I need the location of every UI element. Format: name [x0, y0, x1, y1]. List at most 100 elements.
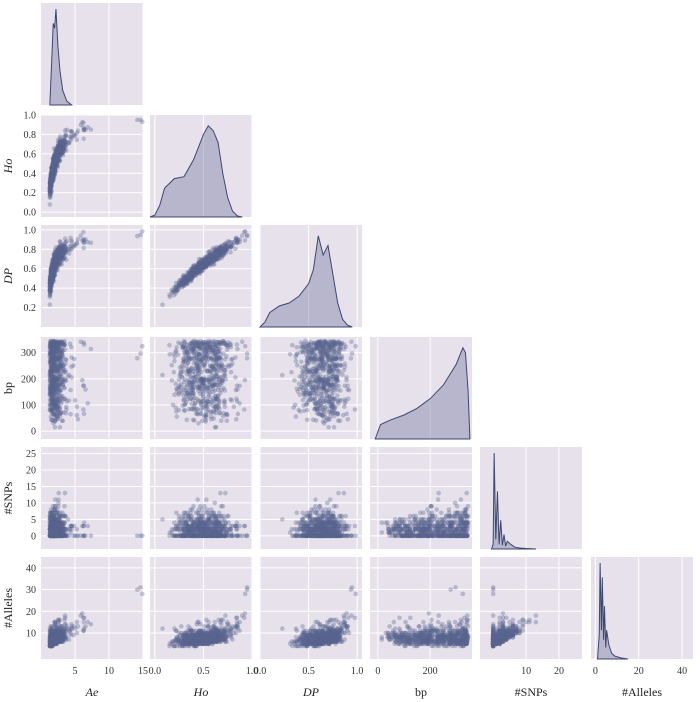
scatter-point	[81, 125, 86, 130]
scatter-point	[185, 359, 191, 365]
scatter-point	[59, 142, 64, 147]
scatter-point	[66, 140, 72, 146]
scatter-point	[57, 154, 62, 160]
scatter-point	[49, 171, 55, 177]
scatter-point	[201, 363, 207, 368]
scatter-point	[48, 180, 53, 186]
scatter-point	[50, 396, 56, 402]
scatter-point	[47, 182, 53, 187]
scatter-point	[49, 173, 55, 178]
scatter-point	[233, 235, 239, 241]
scatter-point	[48, 176, 53, 181]
scatter-point	[49, 181, 54, 186]
scatter-point	[53, 159, 58, 164]
scatter-point	[242, 407, 247, 412]
scatter-point	[178, 371, 183, 377]
scatter-point	[54, 152, 59, 158]
scatter-point	[280, 372, 285, 378]
scatter-point	[54, 154, 60, 160]
scatter-point	[56, 151, 61, 156]
scatter-point	[63, 133, 69, 139]
scatter-point	[81, 407, 86, 412]
scatter-point	[56, 397, 62, 403]
scatter-point	[48, 176, 53, 181]
scatter-point	[47, 192, 53, 198]
scatter-point	[57, 158, 63, 163]
scatter-point	[56, 157, 61, 162]
scatter-point	[47, 186, 53, 191]
scatter-point	[54, 151, 60, 156]
scatter-point	[48, 186, 53, 191]
scatter-point	[289, 369, 294, 375]
scatter-point	[53, 169, 59, 174]
scatter-point	[188, 266, 193, 272]
scatter-point	[49, 176, 54, 182]
scatter-point	[48, 177, 53, 182]
scatter-point	[60, 147, 66, 153]
scatter-point	[49, 527, 54, 532]
scatter-point	[180, 281, 185, 287]
scatter-point	[49, 177, 54, 183]
scatter-point	[224, 418, 230, 424]
scatter-point	[57, 139, 62, 144]
scatter-point	[228, 249, 233, 255]
scatter-point	[69, 136, 74, 141]
scatter-point	[88, 240, 94, 246]
scatter-point	[55, 517, 61, 522]
scatter-point	[61, 143, 67, 149]
scatter-point	[50, 380, 55, 385]
scatter-point	[304, 417, 310, 423]
scatter-point	[50, 167, 55, 172]
scatter-point	[56, 148, 61, 153]
scatter-point	[287, 352, 293, 357]
scatter-point	[178, 388, 184, 393]
scatter-point	[60, 145, 66, 151]
scatter-point	[49, 171, 55, 177]
scatter-point	[81, 383, 86, 389]
scatter-point	[196, 351, 201, 357]
scatter-point	[169, 378, 175, 383]
scatter-point	[49, 171, 54, 177]
scatter-point	[308, 393, 313, 399]
scatter-point	[189, 401, 194, 407]
scatter-point	[202, 404, 207, 410]
scatter-point	[57, 144, 62, 150]
scatter-point	[339, 340, 345, 346]
scatter-point	[57, 151, 63, 157]
scatter-point	[305, 400, 310, 405]
scatter-point	[52, 163, 57, 168]
scatter-point	[49, 169, 54, 175]
scatter-point	[317, 362, 322, 368]
scatter-point	[332, 353, 338, 359]
scatter-point	[88, 346, 94, 352]
scatter-point	[51, 160, 56, 166]
scatter-point	[242, 377, 248, 383]
scatter-point	[52, 161, 58, 166]
scatter-point	[75, 128, 81, 133]
scatter-point	[56, 145, 62, 151]
scatter-point	[49, 175, 54, 181]
scatter-point	[48, 175, 54, 180]
scatter-point	[337, 397, 343, 403]
panel-bp-vs-Ho	[150, 337, 253, 439]
scatter-point	[47, 181, 53, 187]
scatter-point	[78, 339, 84, 345]
scatter-point	[295, 389, 301, 394]
scatter-point	[47, 188, 53, 193]
scatter-point	[47, 402, 53, 408]
scatter-point	[81, 411, 87, 417]
scatter-point	[51, 165, 56, 171]
scatter-point	[51, 162, 57, 168]
scatter-point	[48, 358, 54, 364]
scatter-point	[58, 144, 63, 149]
scatter-point	[53, 163, 58, 169]
scatter-point	[54, 160, 59, 166]
scatter-point	[47, 179, 53, 185]
scatter-point	[57, 424, 63, 430]
scatter-point	[53, 155, 59, 160]
scatter-point	[49, 173, 55, 178]
scatter-point	[345, 417, 351, 422]
scatter-point	[61, 136, 66, 141]
scatter-point	[57, 142, 63, 147]
scatter-point	[54, 150, 60, 155]
